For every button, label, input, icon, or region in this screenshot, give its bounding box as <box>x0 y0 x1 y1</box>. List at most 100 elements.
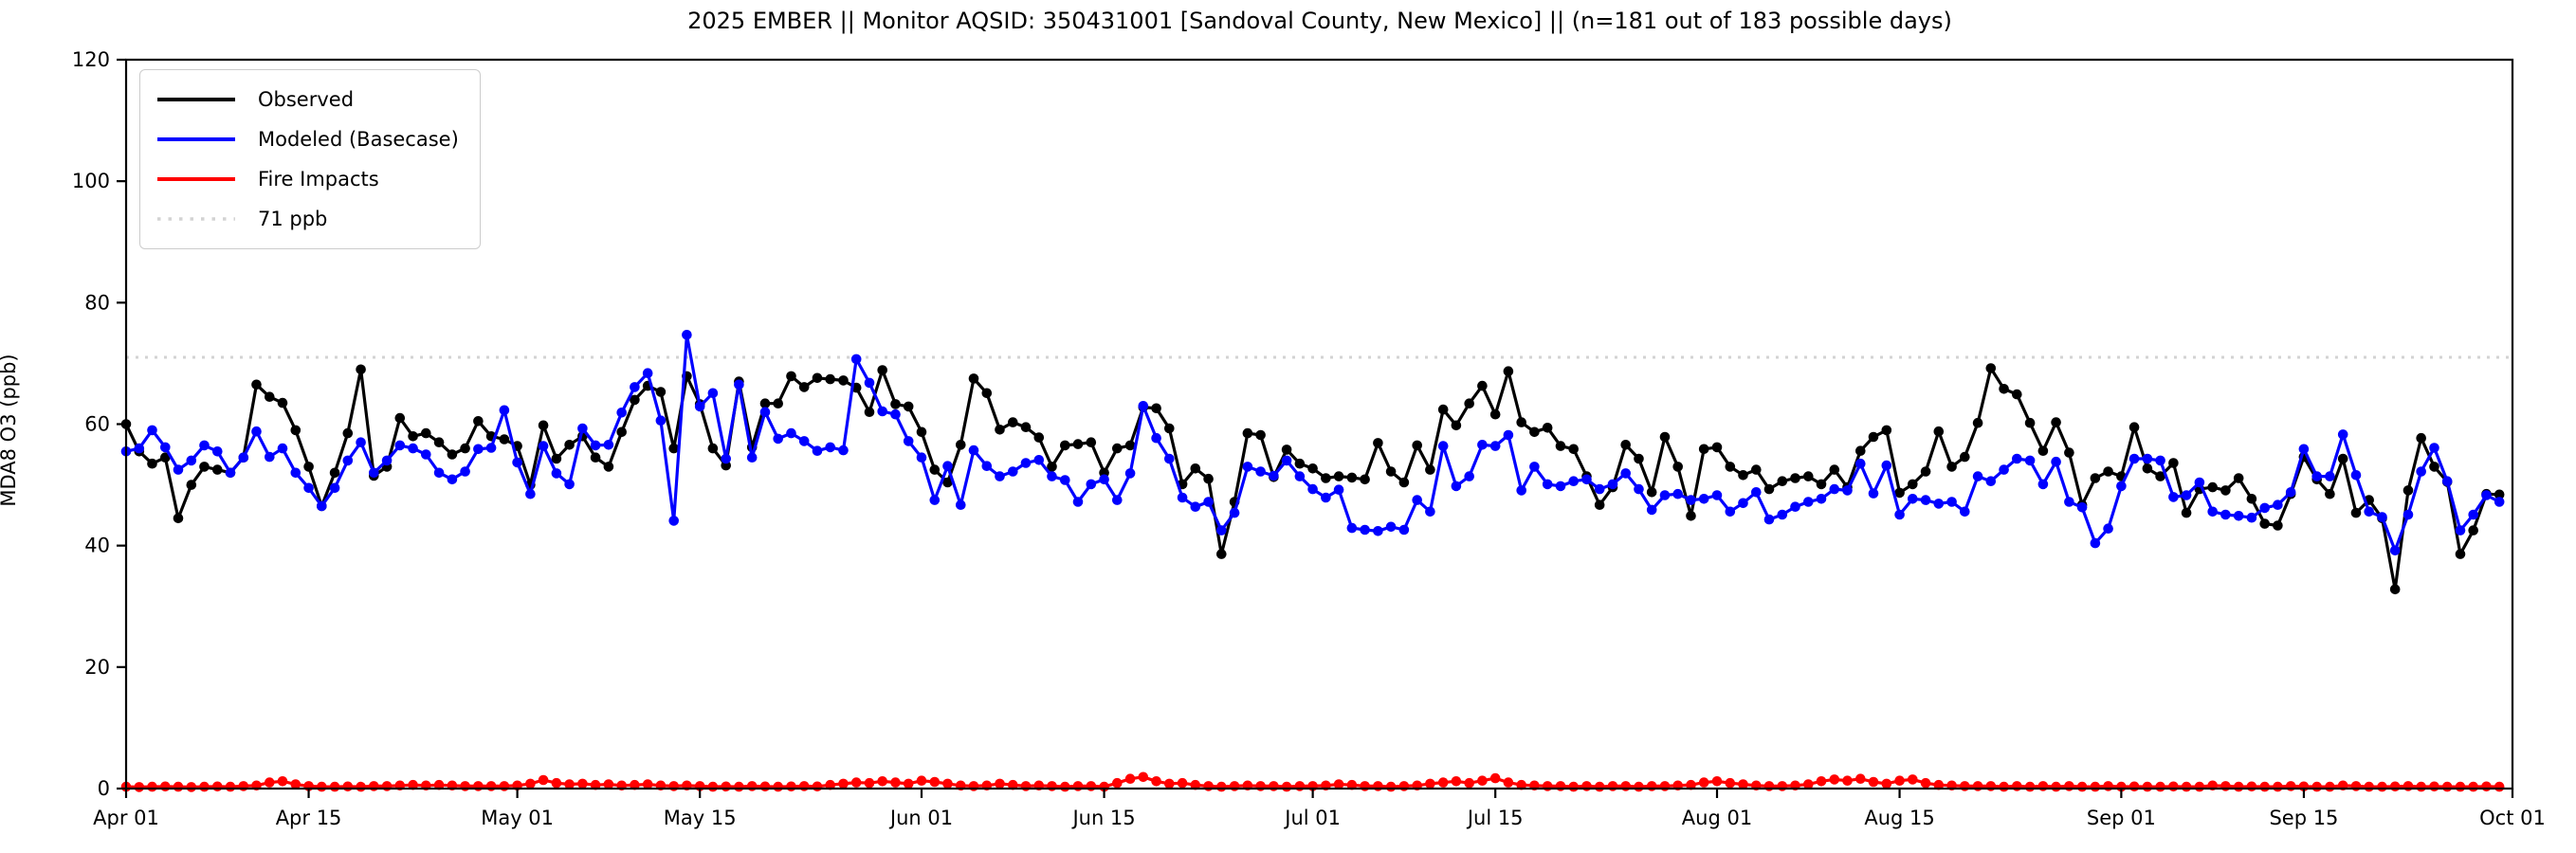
data-point <box>1425 506 1435 517</box>
data-point <box>2037 781 2049 791</box>
data-point <box>2246 512 2257 523</box>
data-point <box>1803 471 1814 481</box>
data-point <box>1751 464 1762 475</box>
data-point <box>251 379 262 390</box>
data-point <box>2064 781 2074 791</box>
data-point <box>2416 432 2426 444</box>
data-point <box>199 781 210 792</box>
data-point <box>1594 499 1605 510</box>
data-point <box>394 440 406 451</box>
data-point <box>1503 777 1514 788</box>
data-point <box>1763 781 1775 791</box>
data-point <box>225 781 236 792</box>
data-point <box>2194 781 2205 792</box>
data-point <box>290 467 301 479</box>
data-point <box>1686 511 1696 521</box>
data-point <box>1529 426 1540 438</box>
data-point <box>864 377 875 389</box>
series-line-1 <box>125 333 2500 553</box>
data-point <box>956 440 966 450</box>
data-point <box>2233 781 2244 792</box>
data-point <box>2181 507 2192 518</box>
data-point <box>290 779 301 789</box>
data-point <box>1659 431 1671 443</box>
data-point <box>1047 462 1057 472</box>
data-point <box>1555 781 1566 791</box>
data-point <box>2468 781 2478 792</box>
data-point <box>1568 444 1579 455</box>
data-point <box>2429 462 2439 472</box>
data-point <box>1281 781 1292 792</box>
data-point <box>838 445 849 456</box>
data-point <box>1594 781 1605 792</box>
data-point <box>2012 453 2022 464</box>
data-point <box>186 480 197 490</box>
data-point <box>825 373 835 385</box>
data-point <box>2285 781 2296 791</box>
data-point <box>1060 475 1070 485</box>
data-point <box>1360 781 1370 791</box>
data-point <box>707 781 719 792</box>
data-point <box>1177 492 1188 503</box>
data-point <box>2377 781 2387 792</box>
data-point <box>968 445 979 456</box>
data-point <box>1020 458 1032 468</box>
data-point <box>317 500 327 512</box>
data-point <box>995 778 1005 789</box>
data-point <box>2389 781 2401 792</box>
data-point <box>1659 781 1671 791</box>
data-point <box>525 488 536 499</box>
data-point <box>929 464 941 475</box>
data-point <box>890 399 901 409</box>
legend: Observed Modeled (Basecase) Fire Impacts 71… <box>139 69 481 249</box>
data-point <box>303 462 314 472</box>
data-point <box>1646 504 1657 516</box>
data-point <box>2481 781 2492 792</box>
x-tick-label: May 01 <box>481 807 554 829</box>
series-line-0 <box>124 366 2500 591</box>
data-point <box>2037 445 2049 457</box>
data-point <box>721 781 731 792</box>
data-point <box>499 781 510 791</box>
data-point <box>1542 479 1553 490</box>
data-point <box>2220 781 2231 791</box>
data-point <box>1999 464 2009 475</box>
data-point <box>1398 477 1410 488</box>
data-point <box>485 443 497 453</box>
data-point <box>2364 781 2374 792</box>
x-tick-label: Jun 01 <box>888 807 953 829</box>
data-point <box>2364 506 2374 517</box>
legend-label: 71 ppb <box>258 208 328 230</box>
data-point <box>655 415 667 426</box>
data-point <box>538 420 549 431</box>
data-point <box>1516 779 1526 790</box>
data-point <box>1008 417 1018 427</box>
data-point <box>2064 497 2074 507</box>
data-point <box>538 441 549 451</box>
data-point <box>2090 781 2101 792</box>
data-point <box>1373 781 1383 791</box>
data-point <box>2012 781 2022 791</box>
data-point <box>2273 781 2283 792</box>
data-point <box>1516 485 1526 496</box>
data-point <box>2051 417 2061 427</box>
data-point <box>759 407 771 418</box>
data-point <box>942 461 953 472</box>
data-point <box>408 443 418 454</box>
data-point <box>1464 398 1474 409</box>
data-point <box>2429 781 2439 792</box>
data-point <box>877 365 887 375</box>
data-point <box>1803 779 1814 789</box>
data-point <box>1164 778 1175 789</box>
y-tick-label: 40 <box>84 535 110 557</box>
data-point <box>1607 781 1618 791</box>
data-point <box>1385 781 1397 792</box>
data-point <box>2090 537 2101 549</box>
data-point <box>1908 479 1918 490</box>
data-point <box>433 437 445 448</box>
data-point <box>1803 497 1814 507</box>
data-point <box>1398 524 1410 535</box>
data-point <box>1816 479 1827 490</box>
data-point <box>2220 485 2231 496</box>
